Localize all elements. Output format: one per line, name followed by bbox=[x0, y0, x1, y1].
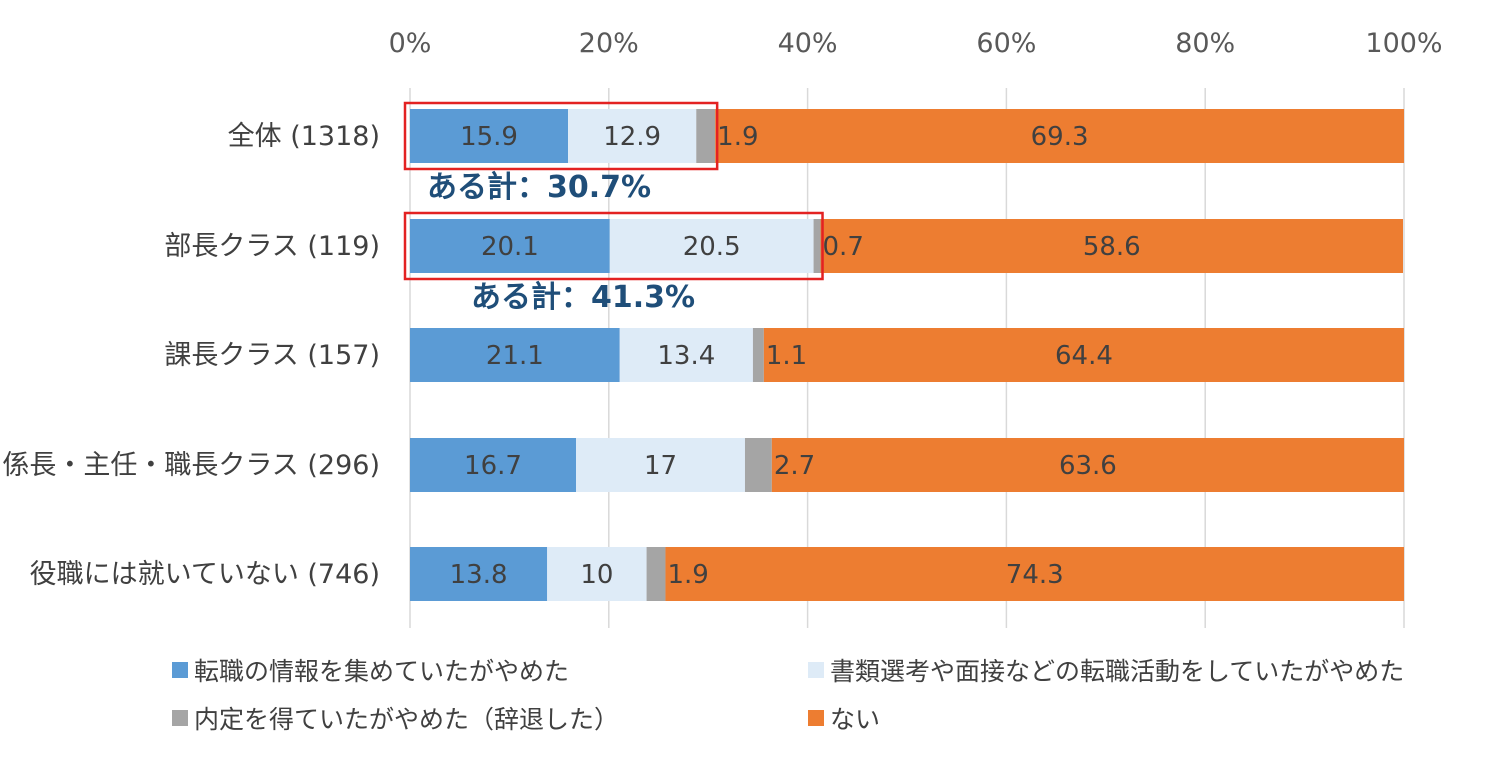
data-label: 15.9 bbox=[460, 122, 518, 152]
bar-segment bbox=[609, 219, 814, 273]
data-label: 69.3 bbox=[1031, 122, 1089, 152]
x-tick-label: 0% bbox=[389, 28, 432, 59]
legend-label: 内定を得ていたがやめた（辞退した） bbox=[194, 705, 620, 734]
legend-swatch bbox=[172, 710, 188, 726]
x-tick-label: 40% bbox=[778, 28, 838, 59]
data-label: 13.4 bbox=[657, 341, 715, 371]
legend-swatch bbox=[808, 710, 824, 726]
highlight-box bbox=[403, 101, 719, 171]
bar-segment bbox=[715, 109, 1404, 163]
x-axis-ticks: 0% 20% 40% 60% 80% 100% bbox=[389, 28, 1443, 59]
bar-segment bbox=[619, 328, 753, 382]
data-label: 13.8 bbox=[450, 560, 508, 590]
bar-segment bbox=[568, 109, 697, 163]
data-label: 63.6 bbox=[1059, 451, 1117, 481]
bar-segment bbox=[410, 219, 610, 273]
data-label: 1.1 bbox=[766, 341, 807, 371]
legend-label: 転職の情報を集めていたがやめた bbox=[194, 657, 570, 686]
legend-label: ない bbox=[830, 705, 881, 734]
category-label: 役職には就いていない (746) bbox=[30, 559, 380, 590]
data-label: 17 bbox=[644, 451, 677, 481]
data-label: 10 bbox=[580, 560, 613, 590]
annotation-label: ある計：30.7% bbox=[427, 170, 651, 205]
legend-item-series-1: 書類選考や面接などの転職活動をしていたがやめた bbox=[808, 652, 1404, 688]
data-label: 64.4 bbox=[1055, 341, 1113, 371]
bar-segment bbox=[646, 547, 666, 601]
bar-segment bbox=[752, 328, 764, 382]
annotation-label: ある計：41.3% bbox=[471, 280, 695, 315]
legend-swatch bbox=[808, 662, 824, 678]
bar-segment bbox=[547, 547, 647, 601]
bars bbox=[410, 109, 1404, 601]
bar-segment bbox=[410, 328, 620, 382]
data-label: 1.9 bbox=[717, 122, 758, 152]
bar-segment bbox=[820, 219, 1404, 273]
bar-segment bbox=[696, 109, 716, 163]
bar-segment bbox=[410, 438, 576, 492]
legend-label: 書類選考や面接などの転職活動をしていたがやめた bbox=[830, 657, 1405, 686]
highlight-box bbox=[403, 211, 824, 281]
data-label: 21.1 bbox=[486, 341, 544, 371]
legend-item-series-0: 転職の情報を集めていたがやめた bbox=[172, 652, 569, 688]
bar-segment bbox=[763, 328, 1404, 382]
category-label: 係長・主任・職長クラス (296) bbox=[2, 450, 380, 481]
data-label: 12.9 bbox=[603, 122, 661, 152]
category-label: 課長クラス (157) bbox=[164, 340, 380, 371]
bar-segment bbox=[813, 219, 821, 273]
legend-swatch bbox=[172, 662, 188, 678]
bar-segment bbox=[665, 547, 1404, 601]
data-label: 1.9 bbox=[667, 560, 708, 590]
legend-item-series-3: ない bbox=[808, 700, 880, 736]
legend-item-series-2: 内定を得ていたがやめた（辞退した） bbox=[172, 700, 619, 736]
data-label: 74.3 bbox=[1006, 560, 1064, 590]
data-label: 58.6 bbox=[1083, 232, 1141, 262]
bar-segment bbox=[771, 438, 1404, 492]
category-labels: 全体 (1318) 部長クラス (119) 課長クラス (157) 係長・主任・職長ク… bbox=[2, 121, 380, 590]
x-tick-label: 60% bbox=[976, 28, 1036, 59]
data-label: 2.7 bbox=[774, 451, 815, 481]
bar-segment bbox=[575, 438, 745, 492]
category-label: 全体 (1318) bbox=[228, 121, 380, 152]
x-tick-label: 80% bbox=[1175, 28, 1235, 59]
x-tick-label: 100% bbox=[1365, 28, 1442, 59]
bar-segment bbox=[410, 547, 548, 601]
x-tick-label: 20% bbox=[579, 28, 639, 59]
bar-segment bbox=[744, 438, 772, 492]
data-label: 20.1 bbox=[481, 232, 539, 262]
data-label: 0.7 bbox=[823, 232, 864, 262]
data-labels: 15.9 12.9 1.9 69.3 20.1 20.5 0.7 58.6 21.1 13.4 1.… bbox=[450, 122, 1141, 590]
bar-segment bbox=[410, 109, 569, 163]
annotations: ある計：30.7% ある計：41.3% bbox=[403, 101, 824, 315]
data-label: 20.5 bbox=[683, 232, 741, 262]
category-label: 部長クラス (119) bbox=[164, 231, 380, 262]
data-label: 16.7 bbox=[464, 451, 522, 481]
